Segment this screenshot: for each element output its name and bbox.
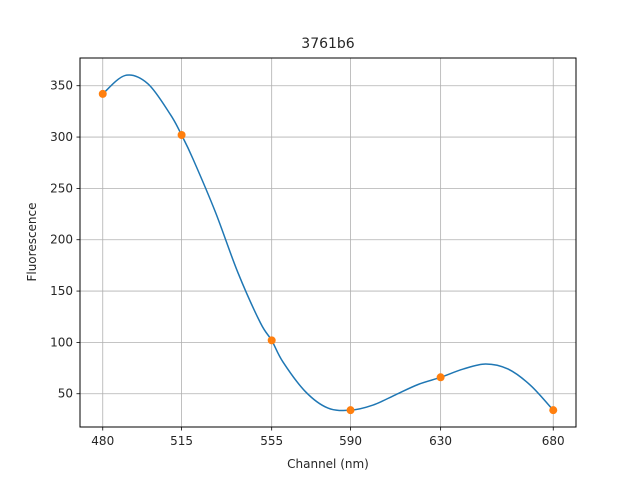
x-tick-label: 680 (542, 434, 565, 448)
chart-title: 3761b6 (301, 36, 355, 52)
y-axis-label: Fluorescence (25, 202, 39, 281)
x-tick-label: 555 (260, 434, 283, 448)
grid (80, 58, 576, 427)
plot-area-frame (79, 57, 577, 428)
data-point (549, 406, 558, 415)
data-point (177, 131, 186, 140)
x-tick-label: 515 (170, 434, 193, 448)
x-tick-label: 480 (91, 434, 114, 448)
y-tick-label: 150 (50, 284, 73, 298)
y-tick-label: 250 (50, 181, 73, 195)
data-point (98, 89, 107, 98)
data-point (436, 373, 445, 382)
y-tick-label: 100 (50, 335, 73, 349)
series-points (98, 89, 558, 415)
y-tick-label: 300 (50, 130, 73, 144)
x-tick-label: 590 (339, 434, 362, 448)
y-tick-label: 200 (50, 233, 73, 247)
x-axis-ticks: 480 515 555 590 630 680 (91, 427, 565, 448)
x-tick-label: 630 (429, 434, 452, 448)
y-tick-label: 50 (58, 387, 73, 401)
series-curve (102, 74, 554, 412)
y-tick-label: 350 (50, 79, 73, 93)
data-point (346, 406, 355, 415)
data-point (267, 336, 276, 345)
y-axis-ticks: 50 100 150 200 250 300 350 (50, 79, 80, 401)
x-axis-label: Channel (nm) (287, 457, 369, 471)
